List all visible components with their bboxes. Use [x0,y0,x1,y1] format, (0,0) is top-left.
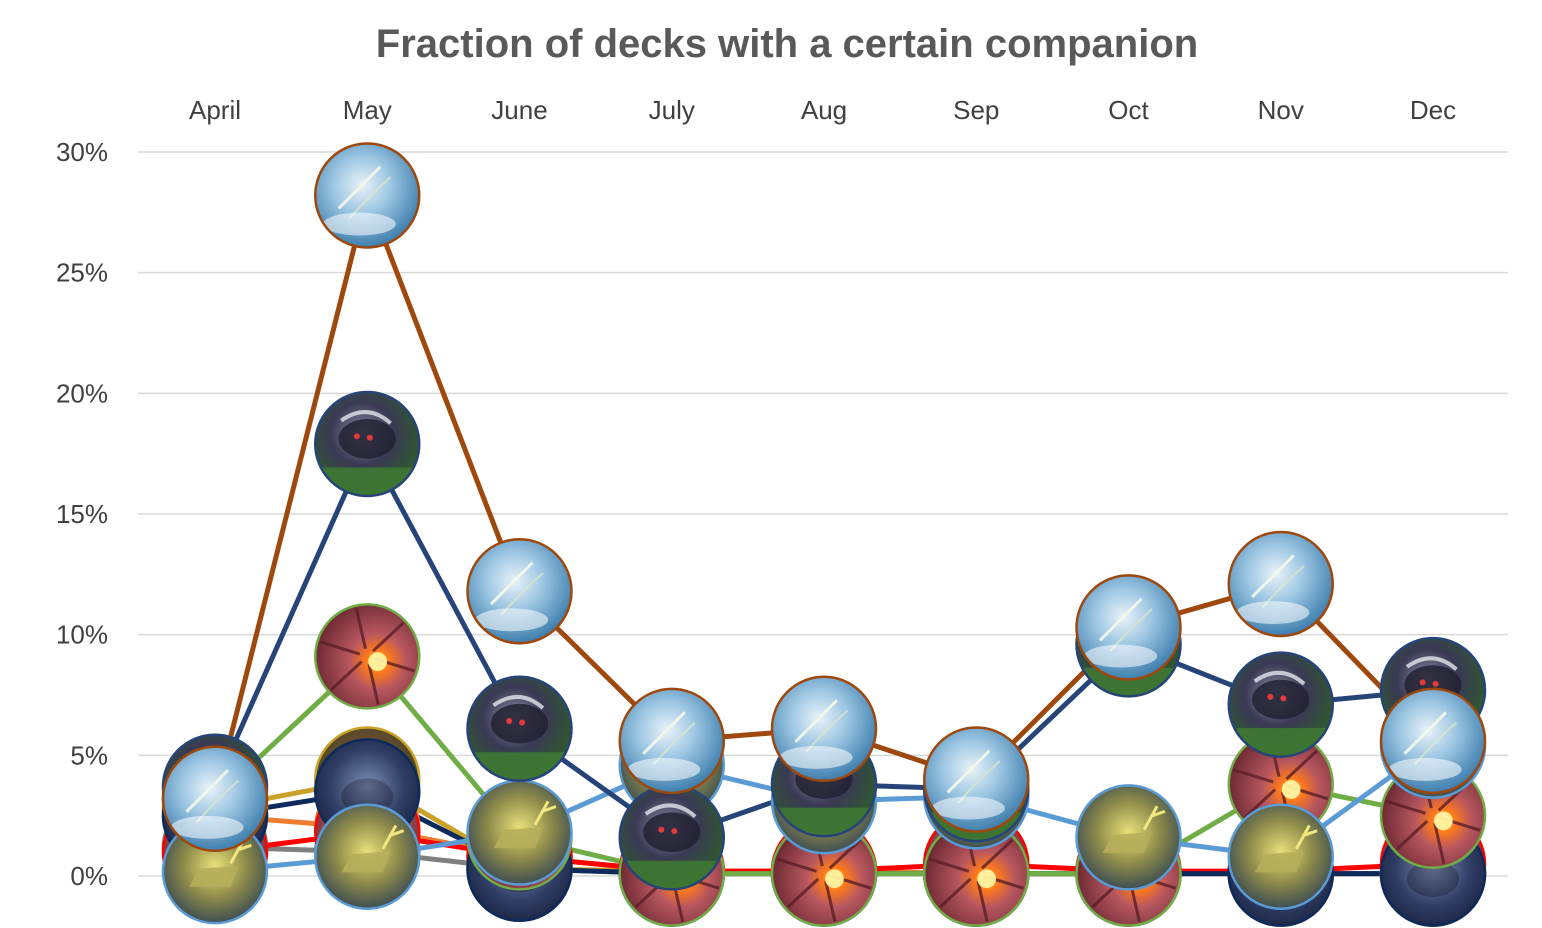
sky-serpent-art-marker [618,687,725,795]
x-tick-label: Oct [1108,95,1149,125]
sky-serpent-art-marker [1227,530,1334,638]
x-tick-label: Aug [801,95,847,125]
x-tick-label: June [491,95,547,125]
y-tick-label: 5% [70,740,108,770]
x-tick-label: July [649,95,695,125]
spider-fire-art-marker [314,603,421,710]
y-tick-label: 10% [56,620,108,650]
x-tick-label: May [343,95,392,125]
dark-panther-art-marker [466,675,573,783]
elk-deer-art-marker [1075,784,1182,891]
sky-serpent-art-marker [1075,574,1182,681]
sky-serpent-art-marker [770,675,878,783]
elk-deer-art-marker [314,803,421,910]
y-tick-label: 0% [70,861,108,891]
x-tick-label: Nov [1258,95,1304,125]
elk-deer-art-marker [1227,803,1334,910]
dark-panther-art-marker [618,784,725,891]
x-tick-label: Dec [1410,95,1456,125]
dark-panther-art-marker [314,390,421,498]
elk-deer-art-marker [466,779,573,886]
y-axis: 0% 5% 10% 15% 20% 25% 30% [56,137,108,891]
y-tick-label: 20% [56,378,108,408]
sky-serpent-art-marker [923,726,1030,833]
sky-serpent-art-marker [466,537,573,645]
x-axis: April May June July Aug Sep Oct Nov Dec [189,95,1456,125]
chart-title: Fraction of decks with a certain compani… [376,22,1198,66]
y-tick-label: 30% [56,137,108,167]
sky-serpent-art-marker [161,745,269,853]
sky-serpent-art-marker [314,142,421,249]
series-markers [161,142,1487,927]
x-tick-label: April [189,95,241,125]
x-tick-label: Sep [953,95,999,125]
y-tick-label: 15% [56,499,108,529]
dark-panther-art-marker [1227,651,1334,758]
sky-serpent-art-marker [1379,687,1487,795]
y-tick-label: 25% [56,258,108,288]
spider-fire-art-marker [923,820,1030,927]
